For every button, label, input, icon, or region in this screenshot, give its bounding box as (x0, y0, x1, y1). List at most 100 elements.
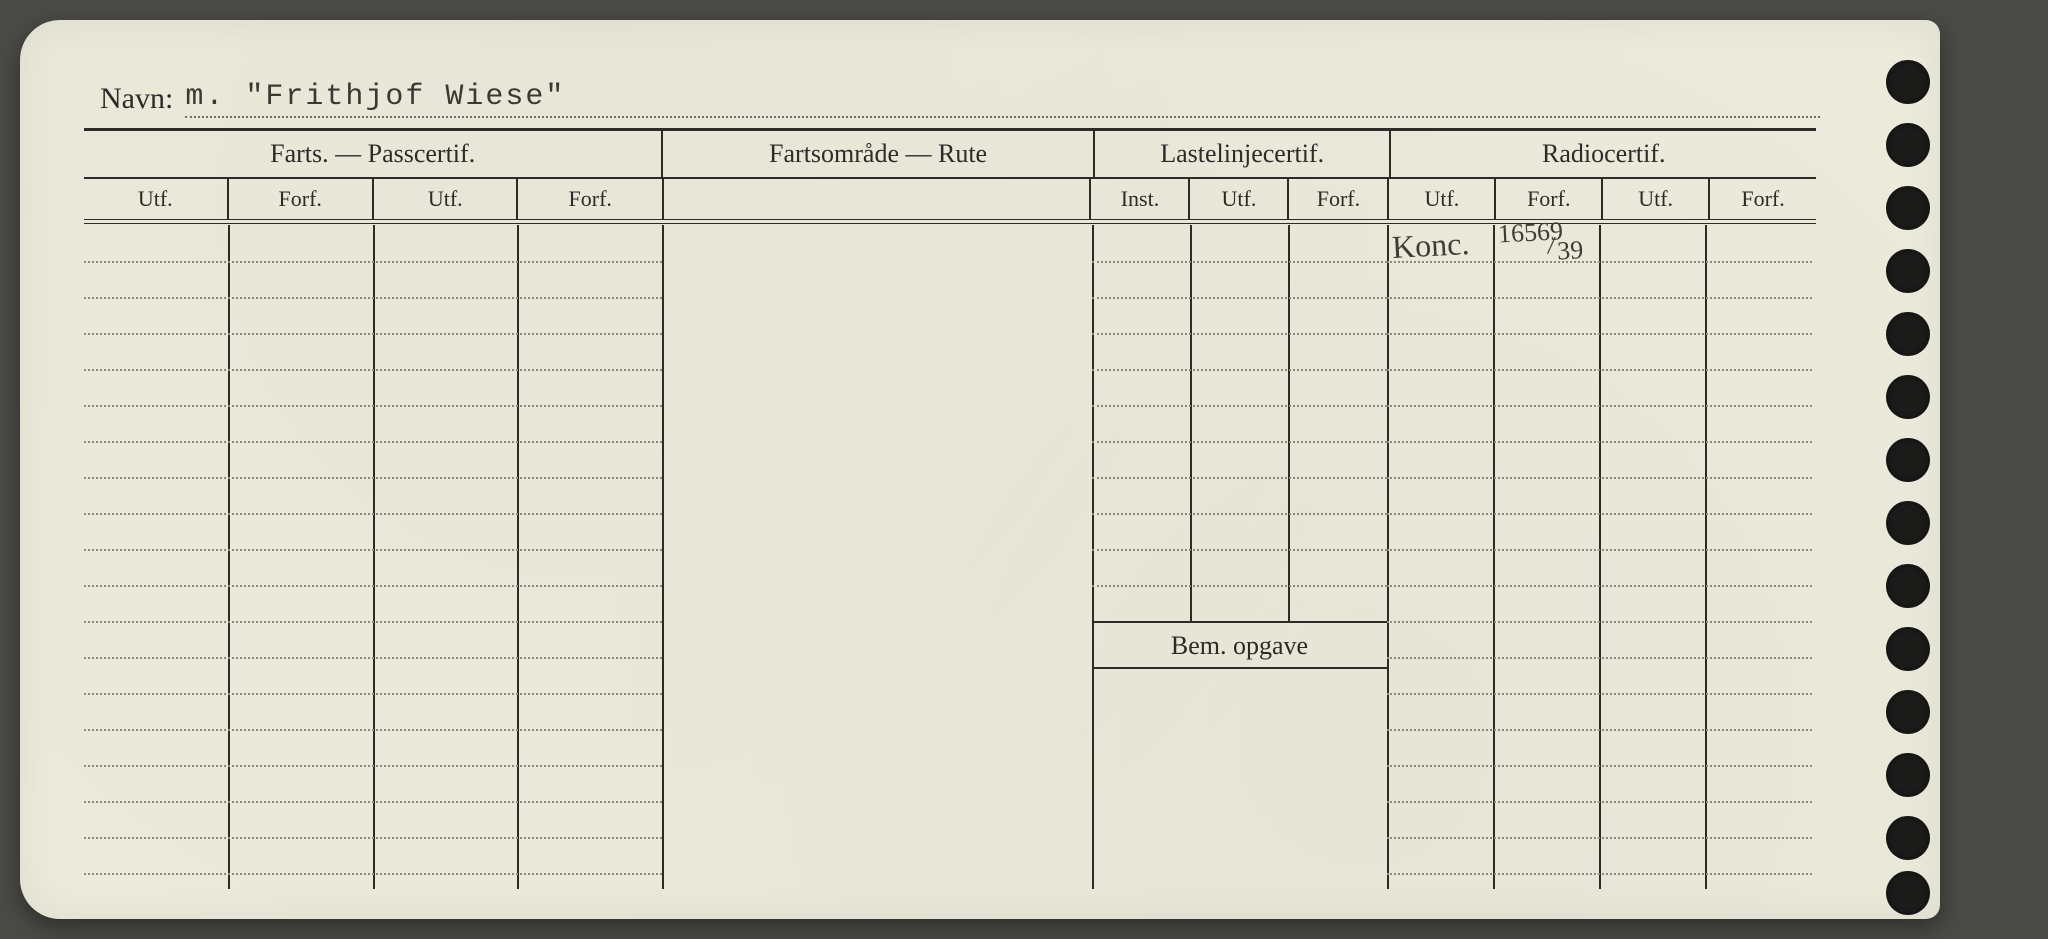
navn-value: m. "Frithjof Wiese" (185, 80, 565, 114)
dotted-row (1387, 873, 1812, 875)
vline-section (662, 225, 664, 889)
dotted-row (1387, 297, 1812, 299)
dotted-row (84, 765, 662, 767)
dotted-row (1387, 513, 1812, 515)
dotted-row (84, 297, 662, 299)
bem-opgave-rule-top (1092, 621, 1387, 623)
entry-radio-utf: Konc. (1391, 225, 1470, 266)
dotted-row (1092, 369, 1387, 371)
dotted-row (1387, 657, 1812, 659)
sub-forf-r1: Forf. (1496, 179, 1603, 219)
vline (517, 225, 519, 889)
header-farts-pass: Farts. — Passcertif. (84, 131, 663, 177)
punch-holes (1852, 20, 1940, 919)
punch-hole (1886, 627, 1930, 671)
vline (1599, 225, 1601, 889)
dotted-row (1387, 729, 1812, 731)
vline (1705, 225, 1707, 889)
dotted-row (84, 549, 662, 551)
punch-hole (1886, 816, 1930, 860)
dotted-row (1387, 585, 1812, 587)
punch-hole (1886, 60, 1930, 104)
vline-short (1190, 225, 1192, 621)
header-radio: Radiocertif. (1391, 131, 1816, 177)
dotted-row (1092, 297, 1387, 299)
navn-label: Navn: (100, 82, 173, 116)
dotted-row (1387, 333, 1812, 335)
vline (1493, 225, 1495, 889)
dotted-row (84, 585, 662, 587)
header-fartsomrade: Fartsområde — Rute (663, 131, 1095, 177)
entry-radio-forf-text: 16569/39 (1497, 214, 1597, 248)
punch-hole (1886, 501, 1930, 545)
dotted-row (1092, 549, 1387, 551)
section-header-row: Farts. — Passcertif. Fartsområde — Rute … (84, 131, 1816, 177)
bem-opgave-rule-bottom (1092, 667, 1387, 669)
index-card: Navn: m. "Frithjof Wiese" Farts. — Passc… (20, 20, 1940, 919)
sub-forf-l: Forf. (1289, 179, 1389, 219)
bem-opgave-label: Bem. opgave (1092, 631, 1387, 661)
punch-hole (1886, 438, 1930, 482)
sub-forf-r2: Forf. (1710, 179, 1816, 219)
dotted-row (1387, 405, 1812, 407)
sub-utf-r1: Utf. (1389, 179, 1496, 219)
punch-hole (1886, 690, 1930, 734)
dotted-row (84, 513, 662, 515)
dotted-row (84, 405, 662, 407)
punch-hole (1886, 249, 1930, 293)
sub-fartsomrade-blank (664, 179, 1092, 219)
dotted-row (1092, 477, 1387, 479)
dotted-row (1387, 477, 1812, 479)
dotted-row (84, 729, 662, 731)
vline (228, 225, 230, 889)
vline-short (1288, 225, 1290, 621)
entry-radio-forf: 16569/39 (1498, 220, 1597, 243)
sub-inst: Inst. (1091, 179, 1190, 219)
dotted-row (84, 441, 662, 443)
vline-section (1092, 225, 1094, 889)
dotted-row (84, 837, 662, 839)
dotted-row (84, 657, 662, 659)
navn-field: m. "Frithjof Wiese" (185, 60, 1820, 116)
dotted-row (1092, 333, 1387, 335)
dotted-row (84, 369, 662, 371)
sub-forf-2: Forf. (518, 179, 663, 219)
dotted-row (84, 801, 662, 803)
dotted-row (84, 477, 662, 479)
dotted-row (1387, 441, 1812, 443)
dotted-row (1092, 405, 1387, 407)
sub-utf-r2: Utf. (1603, 179, 1710, 219)
dotted-row (1092, 261, 1387, 263)
sub-utf-1: Utf. (84, 179, 229, 219)
dotted-row (1387, 369, 1812, 371)
dotted-row (1387, 765, 1812, 767)
dotted-row (84, 333, 662, 335)
dotted-row (1092, 513, 1387, 515)
grid-body: Bem. opgave Konc. 16569/39 (84, 225, 1816, 885)
vline-section (1387, 225, 1389, 889)
dotted-row (84, 261, 662, 263)
punch-hole (1886, 375, 1930, 419)
punch-hole (1886, 123, 1930, 167)
vline (373, 225, 375, 889)
dotted-row (84, 873, 662, 875)
punch-hole (1886, 871, 1930, 915)
dotted-row (1387, 837, 1812, 839)
navn-row: Navn: m. "Frithjof Wiese" (80, 60, 1820, 116)
sub-forf-1: Forf. (229, 179, 374, 219)
sub-utf-2: Utf. (374, 179, 519, 219)
dotted-row (1387, 801, 1812, 803)
dotted-row (1092, 441, 1387, 443)
dotted-row (1092, 585, 1387, 587)
punch-hole (1886, 186, 1930, 230)
punch-hole (1886, 753, 1930, 797)
card-content: Navn: m. "Frithjof Wiese" Farts. — Passc… (80, 60, 1820, 909)
dotted-row (1387, 549, 1812, 551)
dotted-underline (185, 116, 1820, 118)
dotted-row (84, 693, 662, 695)
dotted-row (1387, 693, 1812, 695)
punch-hole (1886, 312, 1930, 356)
sub-utf-l: Utf. (1190, 179, 1289, 219)
punch-hole (1886, 564, 1930, 608)
dotted-row (84, 621, 662, 623)
